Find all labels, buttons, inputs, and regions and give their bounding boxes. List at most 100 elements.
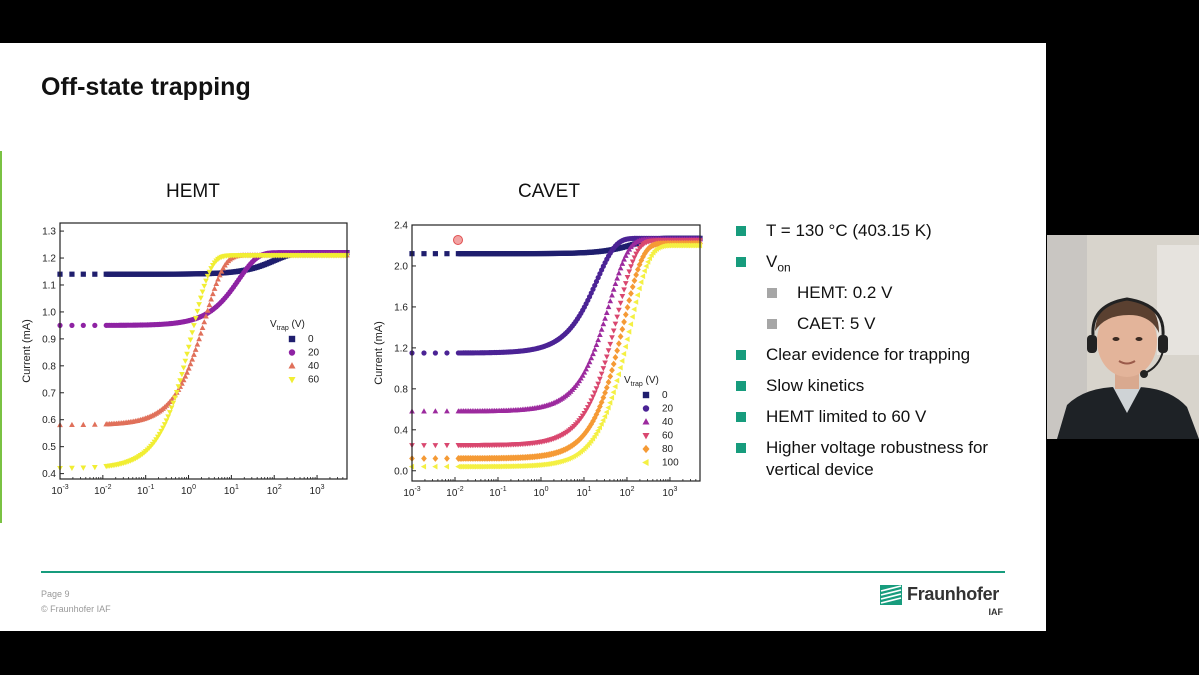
data-point: [621, 287, 627, 293]
legend-label: 60: [308, 375, 320, 386]
y-tick-label: 0.4: [42, 469, 56, 480]
data-point: [631, 277, 638, 285]
legend-label: 60: [662, 431, 674, 442]
bullet-text: HEMT: 0.2 V: [797, 283, 893, 302]
data-point: [209, 290, 216, 297]
bullet-square-icon: [736, 257, 746, 267]
data-point: [191, 351, 197, 357]
legend-label: 80: [662, 444, 674, 455]
bullet-text: Clear evidence for trapping: [766, 345, 971, 364]
data-point: [203, 313, 209, 319]
data-point: [636, 261, 643, 269]
y-tick-label: 0.6: [42, 415, 56, 426]
x-tick-label: 10-3: [51, 484, 68, 497]
data-point: [211, 285, 218, 291]
data-point: [633, 299, 639, 305]
data-point: [598, 326, 605, 332]
data-point: [634, 292, 640, 298]
bullet-text: V: [766, 252, 778, 271]
legend-marker: [288, 349, 296, 356]
bullet-item: Clear evidence for trapping: [736, 344, 1036, 375]
data-point: [69, 322, 75, 328]
footer-divider: [41, 571, 1005, 573]
data-point: [182, 373, 189, 379]
data-point: [629, 283, 636, 291]
data-point: [597, 403, 603, 410]
sub-bullet-square-icon: [767, 288, 777, 298]
data-point: [421, 251, 427, 257]
legend-label: 40: [308, 361, 320, 372]
data-point: [184, 351, 190, 357]
data-point: [175, 384, 182, 390]
data-point: [173, 390, 180, 396]
data-point: [180, 377, 187, 383]
data-point: [628, 264, 634, 270]
data-point: [641, 250, 648, 257]
legend: Vtrap (V)0 20 40 60 80 100: [624, 375, 679, 469]
bullet-text: CAET: 5 V: [797, 314, 876, 333]
data-point: [605, 348, 612, 354]
y-tick-label: 0.0: [394, 466, 408, 477]
plot-frame: [411, 224, 701, 482]
data-point: [595, 336, 602, 343]
data-point: [167, 410, 173, 416]
data-point: [619, 325, 626, 333]
data-point: [201, 283, 208, 290]
sub-bullet-square-icon: [767, 319, 777, 329]
logo-subtitle: IAF: [988, 607, 1004, 617]
data-point: [576, 377, 583, 384]
data-point: [605, 404, 611, 411]
data-point: [185, 344, 192, 350]
data-point: [192, 346, 199, 352]
data-point: [220, 265, 227, 271]
data-point: [579, 432, 586, 440]
data-point: [80, 421, 87, 427]
data-point: [598, 421, 604, 427]
data-point: [617, 265, 624, 271]
data-point: [602, 360, 608, 366]
data-point: [638, 257, 645, 264]
y-axis-label: Current (mA): [21, 319, 33, 383]
series-40: [409, 236, 703, 414]
data-point: [216, 272, 223, 278]
data-point: [213, 280, 220, 287]
legend-marker: [288, 362, 296, 369]
data-point: [614, 275, 621, 281]
bullet-square-icon: [736, 412, 746, 422]
y-tick-label: 1.2: [42, 254, 56, 265]
legend-label: 20: [662, 404, 674, 415]
data-point: [596, 424, 602, 431]
data-point: [444, 251, 450, 257]
y-tick-label: 0.8: [42, 361, 56, 372]
series-60: [57, 253, 350, 472]
data-point: [617, 364, 623, 371]
y-tick-label: 2.4: [394, 221, 408, 232]
data-point: [80, 465, 87, 471]
data-point: [161, 422, 168, 428]
data-point: [160, 425, 166, 431]
plot-frame: [59, 222, 348, 480]
legend-label: 20: [308, 348, 320, 359]
data-point: [622, 281, 629, 287]
legend: Vtrap (V)0 20 40 60: [270, 319, 320, 386]
data-point: [201, 319, 208, 325]
data-point: [179, 372, 185, 378]
slide: Off-state trapping HEMT CAVET 0.4 0.5 0.6 0…: [0, 43, 1046, 631]
data-point: [598, 371, 605, 377]
legend-marker: [642, 444, 650, 454]
x-tick-label: 10-1: [137, 484, 154, 497]
data-point: [616, 270, 622, 276]
data-point: [421, 408, 427, 414]
data-point: [432, 408, 439, 414]
x-tick-label: 102: [267, 484, 282, 497]
data-point: [185, 365, 192, 371]
data-point: [620, 350, 627, 357]
data-point: [579, 372, 586, 378]
data-point: [616, 307, 622, 313]
data-point: [619, 357, 625, 364]
data-point: [199, 324, 206, 331]
data-point: [196, 336, 202, 342]
data-point: [633, 271, 640, 279]
data-point: [610, 360, 617, 368]
data-point: [609, 366, 615, 374]
